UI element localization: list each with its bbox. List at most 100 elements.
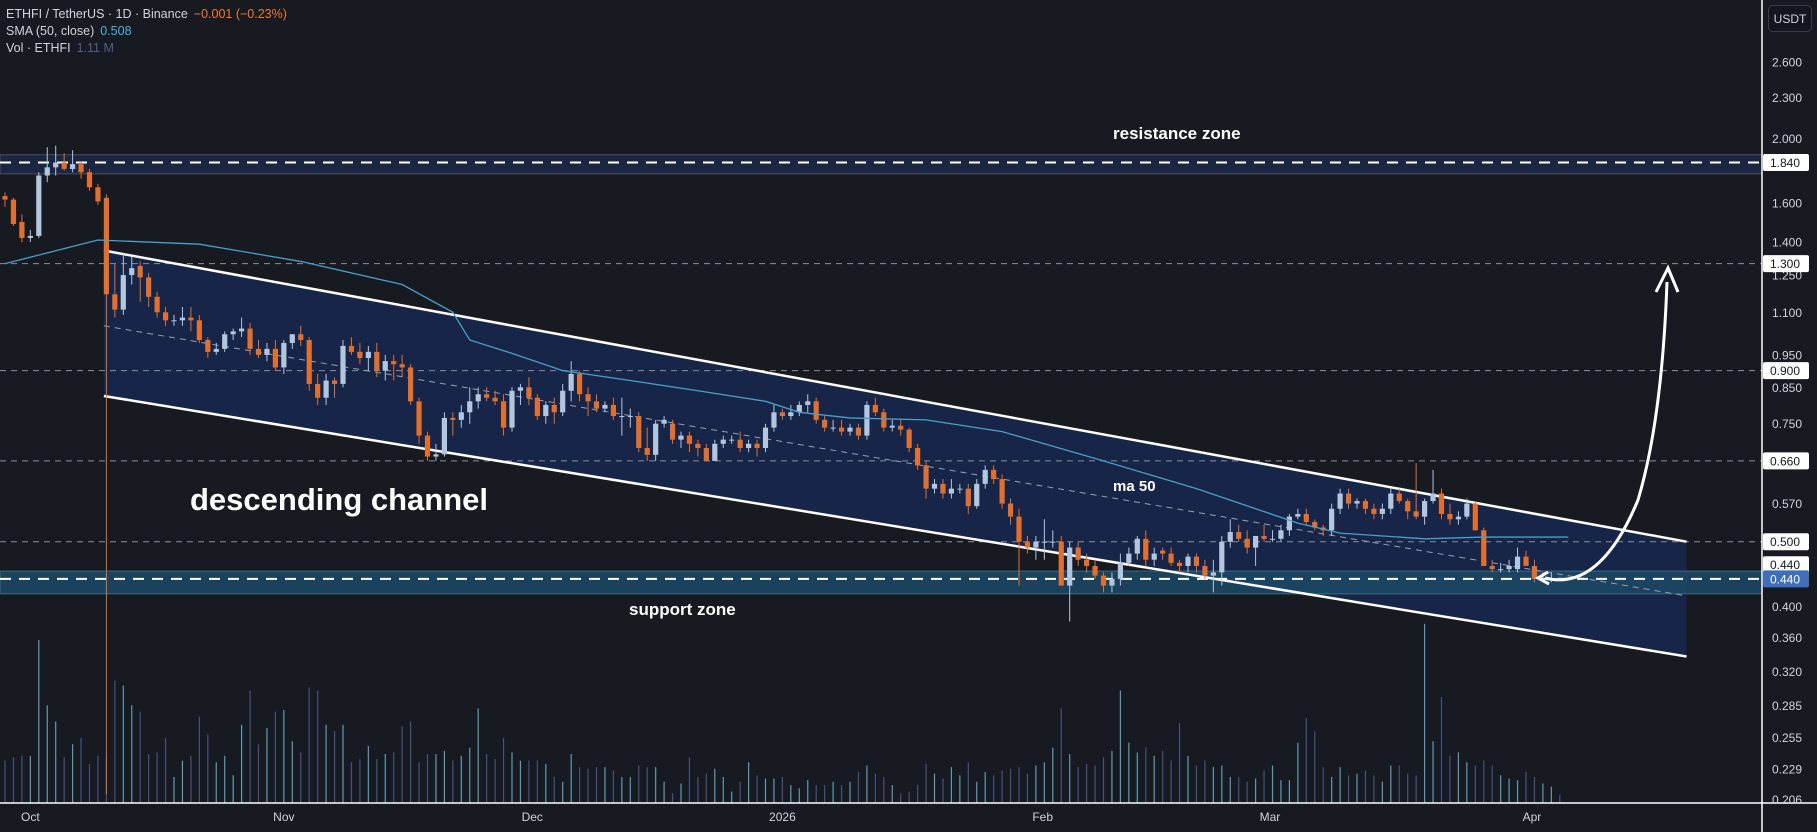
candle-body [1185, 556, 1191, 566]
candle-body [450, 417, 456, 420]
candle-body [1092, 565, 1098, 576]
volume-bar [88, 763, 91, 803]
candle-body [1447, 513, 1453, 520]
volume-bar [207, 734, 209, 803]
candle-body [1033, 541, 1039, 548]
volume-bar [908, 791, 910, 803]
volume-bar [866, 765, 868, 803]
volume-bar [764, 778, 767, 803]
volume-bar [950, 767, 952, 803]
volume-bar [317, 690, 319, 803]
candle-body [492, 397, 498, 402]
volume-bar [815, 785, 817, 803]
volume-bar [1128, 742, 1130, 803]
candle-body [391, 361, 397, 365]
volume-bar [798, 788, 800, 803]
candle-body [458, 412, 464, 420]
candle-body [619, 416, 625, 418]
candle-body [551, 404, 557, 413]
volume-bar [393, 752, 395, 803]
volume-bar [1347, 775, 1350, 803]
sma-row[interactable]: SMA (50, close) 0.508 [6, 23, 287, 40]
candle-body [746, 443, 752, 448]
volume-bar [1263, 770, 1265, 803]
arrowhead-icon [1654, 264, 1680, 293]
volume-bar [1364, 770, 1367, 803]
volume-series [4, 623, 1561, 803]
candle-body [315, 383, 321, 398]
volume-bar [1508, 778, 1510, 803]
candle-body [357, 351, 363, 359]
volume-bar [410, 721, 412, 803]
volume-bar [849, 781, 851, 803]
volume-bar [519, 760, 522, 803]
volume-bar [1398, 765, 1400, 803]
candle-body [399, 364, 405, 368]
volume-bar [494, 758, 496, 803]
price-tick-label: 0.255 [1772, 731, 1802, 745]
volume-bar [257, 744, 260, 803]
candle-body [1151, 553, 1157, 560]
volume-bar [55, 721, 57, 803]
volume-bar [1381, 781, 1383, 803]
channel-lower-line[interactable] [103, 394, 1687, 658]
price-level-label: 0.440 [1770, 558, 1800, 572]
candle-body [19, 222, 25, 238]
volume-bar [976, 781, 978, 803]
volume-bar [1221, 765, 1223, 803]
volume-bar [1009, 768, 1012, 803]
candle-body [653, 423, 659, 455]
price-tick-label: 0.750 [1772, 417, 1802, 431]
candle-body [1422, 501, 1428, 517]
volume-row[interactable]: Vol · ETHFI 1.11 M [6, 40, 287, 57]
volume-bar [156, 752, 158, 803]
volume-bar [435, 754, 437, 803]
candle-body [1134, 538, 1140, 554]
candle-body [171, 320, 177, 322]
candle-body [1219, 541, 1225, 573]
volume-bar [959, 775, 961, 803]
candle-body [754, 443, 760, 448]
volume-bar [824, 785, 826, 803]
volume-bar [883, 776, 885, 803]
price-label-box [1763, 255, 1809, 273]
channel-upper-line[interactable] [103, 249, 1687, 543]
candle-body [1430, 493, 1436, 502]
volume-bar [190, 755, 192, 803]
candle-body [1041, 541, 1047, 543]
volume-bar [562, 781, 564, 803]
volume-bar [655, 767, 657, 803]
volume-bar [1162, 750, 1164, 803]
candle-body [331, 380, 338, 384]
volume-bar [29, 755, 31, 803]
candle-body [678, 435, 684, 440]
volume-bar [925, 763, 927, 803]
candle-body [196, 320, 202, 340]
volume-bar [1424, 623, 1426, 803]
descending-channel-label: descending channel [190, 482, 489, 517]
volume-bar [663, 781, 665, 803]
candle-body [1514, 556, 1521, 570]
candle-body [1176, 562, 1183, 566]
candle-body [146, 277, 152, 297]
volume-bar [731, 791, 733, 803]
symbol-title: ETHFI / TetherUS · 1D · Binance [6, 7, 188, 21]
volume-bar [840, 785, 843, 803]
volume-bar [502, 737, 505, 803]
candle-body [669, 423, 676, 440]
volume-bar [1373, 775, 1375, 803]
candle-body [272, 348, 278, 368]
volume-bar [1271, 765, 1274, 803]
symbol-row[interactable]: ETHFI / TetherUS · 1D · Binance −0.001 (−… [6, 6, 287, 23]
candle-body [154, 296, 160, 313]
candle-body [10, 199, 17, 224]
volume-bar [891, 785, 893, 803]
volume-bar [1255, 778, 1257, 803]
candle-body [1058, 541, 1064, 586]
breakout-arrow [1534, 264, 1680, 586]
candle-series [2, 145, 1563, 795]
candle-body [1016, 516, 1022, 542]
candle-body [298, 334, 304, 340]
currency-button[interactable]: USDT [1768, 5, 1812, 32]
